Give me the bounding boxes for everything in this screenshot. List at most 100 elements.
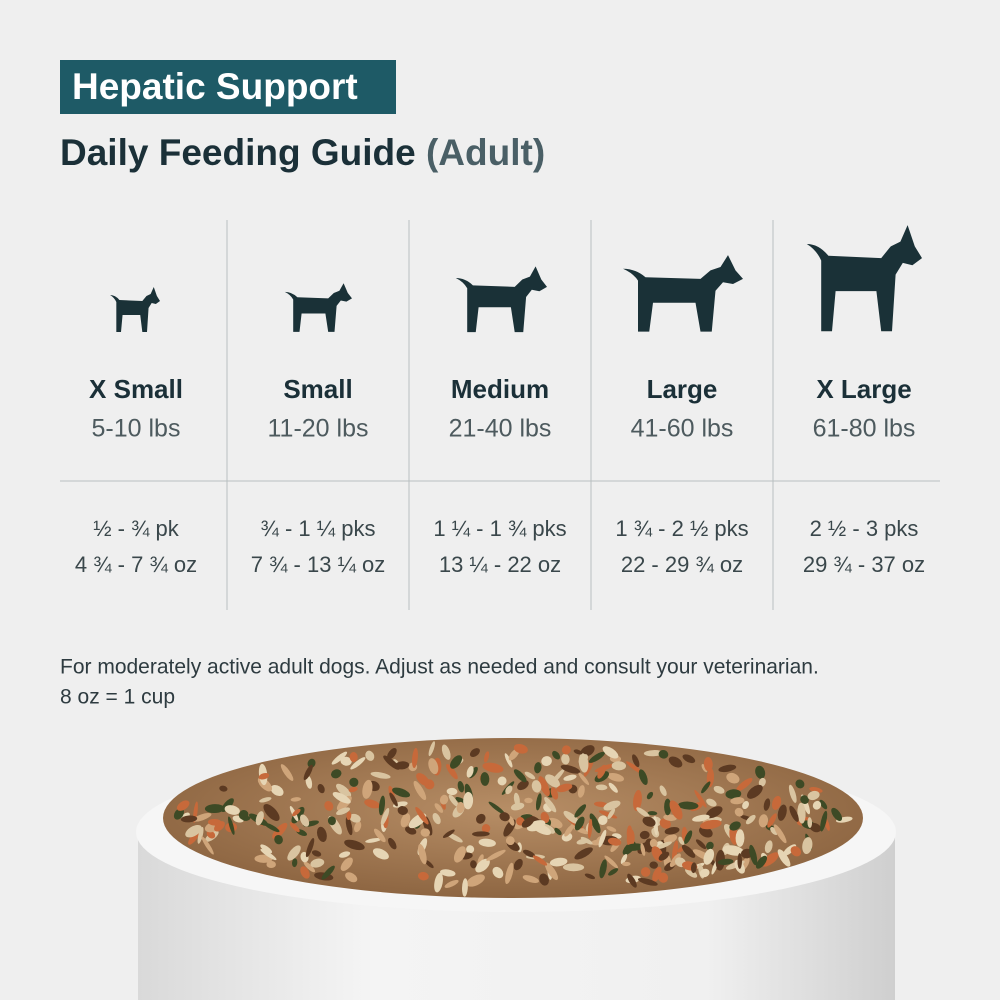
size-label: X Large bbox=[816, 374, 911, 404]
food-speck bbox=[364, 799, 380, 809]
food-speck bbox=[550, 768, 565, 785]
food-speck bbox=[492, 866, 504, 879]
food-speck bbox=[504, 753, 513, 768]
food-speck bbox=[773, 824, 787, 844]
food-speck bbox=[550, 787, 559, 800]
food-speck bbox=[622, 861, 631, 867]
food-speck bbox=[638, 769, 648, 785]
food-speck bbox=[705, 806, 723, 819]
food-speck bbox=[416, 772, 430, 786]
food-speck bbox=[522, 875, 539, 883]
food-speck bbox=[446, 787, 458, 796]
food-speck bbox=[201, 836, 214, 855]
food-speck bbox=[292, 808, 301, 817]
food-speck bbox=[598, 829, 607, 848]
food-speck bbox=[272, 822, 288, 839]
food-speck bbox=[734, 807, 744, 817]
food-speck bbox=[300, 866, 310, 879]
dog-icon bbox=[806, 225, 922, 332]
food-speck bbox=[428, 758, 439, 775]
ounces: 22 - 29 ¾ oz bbox=[621, 552, 743, 577]
food-speck bbox=[400, 813, 411, 828]
food-speck bbox=[755, 765, 766, 779]
food-speck bbox=[807, 817, 813, 828]
footnote: 8 oz = 1 cup bbox=[60, 686, 175, 709]
food-speck bbox=[578, 753, 589, 773]
food-speck bbox=[685, 868, 698, 878]
food-speck bbox=[524, 797, 533, 804]
food-speck bbox=[258, 773, 270, 780]
food-speck bbox=[204, 804, 225, 814]
food-speck bbox=[192, 812, 212, 822]
food-speck bbox=[327, 816, 336, 826]
food-speck bbox=[378, 795, 386, 816]
food-speck bbox=[578, 772, 590, 786]
food-speck bbox=[646, 791, 654, 800]
food-speck bbox=[639, 830, 650, 840]
food-speck bbox=[348, 786, 358, 793]
food-speck bbox=[338, 851, 351, 858]
food-speck bbox=[420, 828, 431, 837]
food-speck bbox=[627, 873, 637, 888]
food-speck bbox=[466, 845, 475, 854]
food-speck bbox=[626, 829, 635, 848]
food-speck bbox=[742, 800, 749, 810]
food-speck bbox=[349, 752, 358, 763]
ounces: 4 ¾ - 7 ¾ oz bbox=[75, 552, 197, 577]
food-speck bbox=[549, 857, 568, 867]
food-speck bbox=[633, 790, 642, 811]
food-speck bbox=[725, 789, 742, 799]
food-speck bbox=[658, 851, 670, 861]
food-speck bbox=[517, 780, 529, 791]
food-speck bbox=[448, 794, 459, 807]
food-speck bbox=[561, 745, 571, 755]
food-speck bbox=[255, 811, 264, 826]
size-label: Small bbox=[283, 374, 352, 404]
food-speck bbox=[749, 844, 758, 866]
food-speck bbox=[488, 801, 506, 815]
food-speck bbox=[694, 790, 707, 808]
title-suffix: (Adult) bbox=[426, 132, 545, 173]
food-speck bbox=[388, 837, 397, 850]
food-speck bbox=[531, 780, 542, 793]
packs: ½ - ¾ pk bbox=[93, 516, 180, 541]
food-speck bbox=[373, 828, 386, 843]
food-speck bbox=[434, 803, 444, 813]
food-speck bbox=[758, 814, 769, 828]
food-speck bbox=[649, 861, 658, 869]
food-speck bbox=[413, 780, 427, 801]
food-speck bbox=[344, 839, 365, 851]
food-speck bbox=[513, 769, 527, 783]
food-speck bbox=[380, 807, 390, 826]
food-speck bbox=[180, 815, 198, 823]
food-speck bbox=[812, 800, 822, 810]
food-speck bbox=[706, 798, 717, 807]
food-speck bbox=[584, 873, 596, 880]
food-speck bbox=[389, 792, 398, 807]
food-speck bbox=[607, 772, 624, 782]
food-speck bbox=[758, 777, 766, 787]
food-speck bbox=[625, 843, 644, 851]
food-speck bbox=[469, 748, 480, 758]
food-speck bbox=[432, 813, 441, 825]
food-speck bbox=[292, 858, 298, 868]
food-speck bbox=[655, 841, 672, 850]
food-speck bbox=[642, 816, 656, 827]
food-speck bbox=[260, 848, 277, 861]
packs: ¾ - 1 ¼ pks bbox=[261, 516, 376, 541]
dogs bbox=[110, 225, 922, 333]
food-speck bbox=[266, 860, 276, 869]
ounces: 7 ¾ - 13 ¼ oz bbox=[251, 552, 386, 577]
food-speck bbox=[321, 865, 335, 880]
food-speck bbox=[476, 813, 486, 824]
food-speck bbox=[556, 783, 573, 793]
food-speck bbox=[289, 822, 300, 833]
food-speck bbox=[540, 811, 550, 824]
food-speck bbox=[510, 802, 525, 811]
food-speck bbox=[562, 863, 585, 872]
food-speck bbox=[480, 772, 490, 786]
food-speck bbox=[428, 741, 435, 757]
food-speck bbox=[259, 797, 272, 803]
food-speck bbox=[632, 754, 640, 768]
food-speck bbox=[303, 861, 316, 873]
